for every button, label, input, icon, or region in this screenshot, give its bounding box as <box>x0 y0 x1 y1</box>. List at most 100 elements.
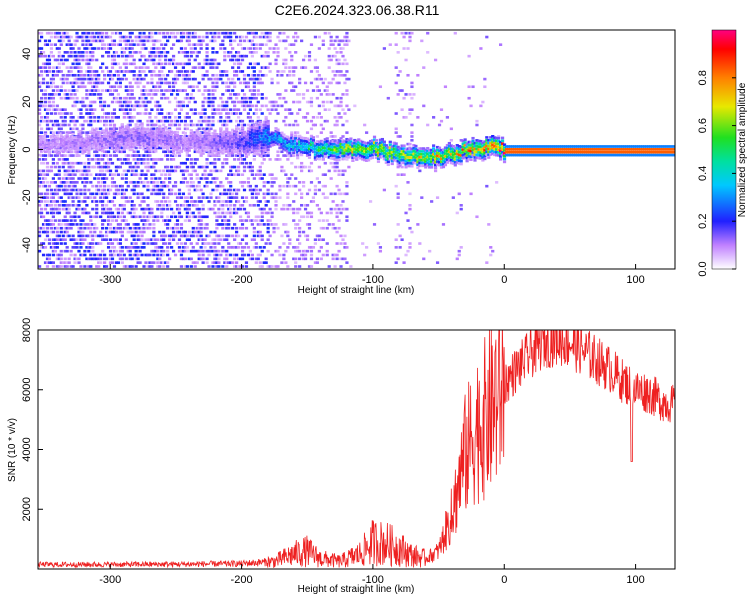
spectrogram-cell <box>199 219 203 222</box>
spectrogram-cell <box>63 192 67 196</box>
spectrogram-cell <box>138 35 142 39</box>
spectrogram-cell <box>260 161 264 165</box>
spectrogram-cell <box>183 62 187 66</box>
spectrogram-cell <box>73 104 77 108</box>
spectrogram-cell <box>104 161 109 165</box>
spectrogram-cell <box>246 246 251 249</box>
spectrogram-ridge-cell <box>313 150 318 154</box>
spectrogram-cell <box>177 211 182 215</box>
spectrogram-cell <box>221 203 225 207</box>
spectrogram-cell <box>209 181 213 184</box>
spectrogram-cell <box>69 196 73 199</box>
spectrogram-cell <box>197 226 201 230</box>
spectrogram-cell <box>219 73 223 77</box>
spectrogram-cell <box>284 39 288 43</box>
spectrogram-cell <box>89 51 93 54</box>
spectrogram-cell <box>233 188 237 192</box>
spectrogram-cell <box>45 203 50 207</box>
spectrogram-cell <box>43 39 48 43</box>
spectrogram-cell <box>75 203 79 207</box>
spectrogram-cell <box>55 234 59 238</box>
spectrogram-ridge-cell <box>235 127 239 131</box>
spectrogram-cell <box>71 200 75 203</box>
spectrogram-cell <box>103 161 107 165</box>
spectrogram-ridge-cell <box>296 139 300 143</box>
spectrogram-ridge-cell <box>55 142 59 146</box>
spectrogram-cell <box>252 43 256 46</box>
spectrogram-ridge-cell <box>95 139 99 142</box>
spectrogram-cell <box>177 207 182 211</box>
spectrogram-cell <box>162 150 166 154</box>
spectrogram-cell <box>307 265 312 268</box>
spectrogram-cell <box>75 207 79 211</box>
spectrogram-cell <box>311 246 316 249</box>
spectrogram-ridge-cell <box>169 144 174 148</box>
spectrogram-cell <box>284 66 288 69</box>
spectrogram-cell <box>116 70 121 73</box>
spectrogram-cell <box>65 93 69 96</box>
spectrogram-cell <box>321 219 325 222</box>
spectrogram-cell <box>209 77 213 81</box>
spectrogram-ridge-cell <box>106 145 111 149</box>
spectrogram-ridge-cell <box>235 144 239 148</box>
spectrogram-cell <box>87 70 91 73</box>
spectrogram-cell <box>71 119 75 123</box>
spectrogram-ridge-cell <box>248 148 253 151</box>
spectrogram-cell <box>55 47 59 50</box>
spectrogram-cell <box>158 230 162 234</box>
spectrogram-cell <box>158 261 162 264</box>
spectrogram-cell <box>138 249 142 253</box>
spectrogram-cell <box>114 188 119 192</box>
spectrogram-ridge-cell <box>211 132 215 135</box>
spectrogram-cell <box>262 223 266 226</box>
spectrogram-cell <box>317 188 321 192</box>
spectrogram-ridge-cell <box>266 136 270 140</box>
spectrogram-cell <box>51 177 55 180</box>
spectrogram-ridge-cell <box>250 137 254 141</box>
spectrogram-cell <box>177 100 182 104</box>
spectrogram-cell <box>45 85 50 89</box>
spectrogram-ridge-cell <box>217 139 221 143</box>
spectrogram-ridge-cell <box>106 137 111 140</box>
spectrogram-cell <box>187 173 191 176</box>
spectrogram-cell <box>303 203 308 207</box>
spectrogram-cell <box>97 158 101 161</box>
spectrogram-ridge-cell <box>47 144 52 148</box>
spectrogram-cell <box>215 215 219 219</box>
spectrogram-cell <box>197 230 201 234</box>
spectrogram-cell <box>63 119 67 123</box>
spectrogram-cell <box>99 35 103 39</box>
spectrogram-cell <box>156 265 160 268</box>
spectrogram-cell <box>49 81 54 85</box>
spectrogram-ridge-cell <box>262 132 266 135</box>
spectrogram-cell <box>41 223 46 226</box>
spectrogram-cell <box>89 223 93 226</box>
spectrogram-cell <box>258 261 262 264</box>
spectrogram-ridge-cell <box>258 129 262 132</box>
spectrogram-cell <box>175 223 180 226</box>
spectrogram-cell <box>140 70 144 73</box>
spectrogram-cell <box>238 112 243 115</box>
spectrogram-cell <box>152 249 156 253</box>
spectrogram-cell <box>270 81 274 85</box>
spectrogram-cell <box>313 242 318 245</box>
spectrogram-cell <box>134 173 138 176</box>
spectrogram-cell <box>272 226 276 230</box>
spectrogram-ridge-cell <box>112 126 117 130</box>
spectrogram-cell <box>77 154 81 157</box>
spectrogram-cell <box>199 223 203 226</box>
spectrogram-cell <box>110 127 115 131</box>
spectrogram-cell <box>183 242 187 245</box>
spectrogram-cell <box>45 226 50 230</box>
spectrogram-cell <box>79 226 83 230</box>
spectrogram-cell <box>142 85 146 89</box>
spectrogram-cell <box>77 200 81 203</box>
spectrogram-ridge-cell <box>128 128 132 132</box>
spectrogram-ridge-cell <box>258 132 262 135</box>
spectrogram-cell <box>189 165 193 169</box>
spectrogram-cell <box>181 81 186 85</box>
spectrogram-cell <box>93 257 97 261</box>
spectrogram-cell <box>221 138 225 142</box>
spectrogram-cell <box>258 230 262 234</box>
spectrogram-cell <box>79 85 83 89</box>
